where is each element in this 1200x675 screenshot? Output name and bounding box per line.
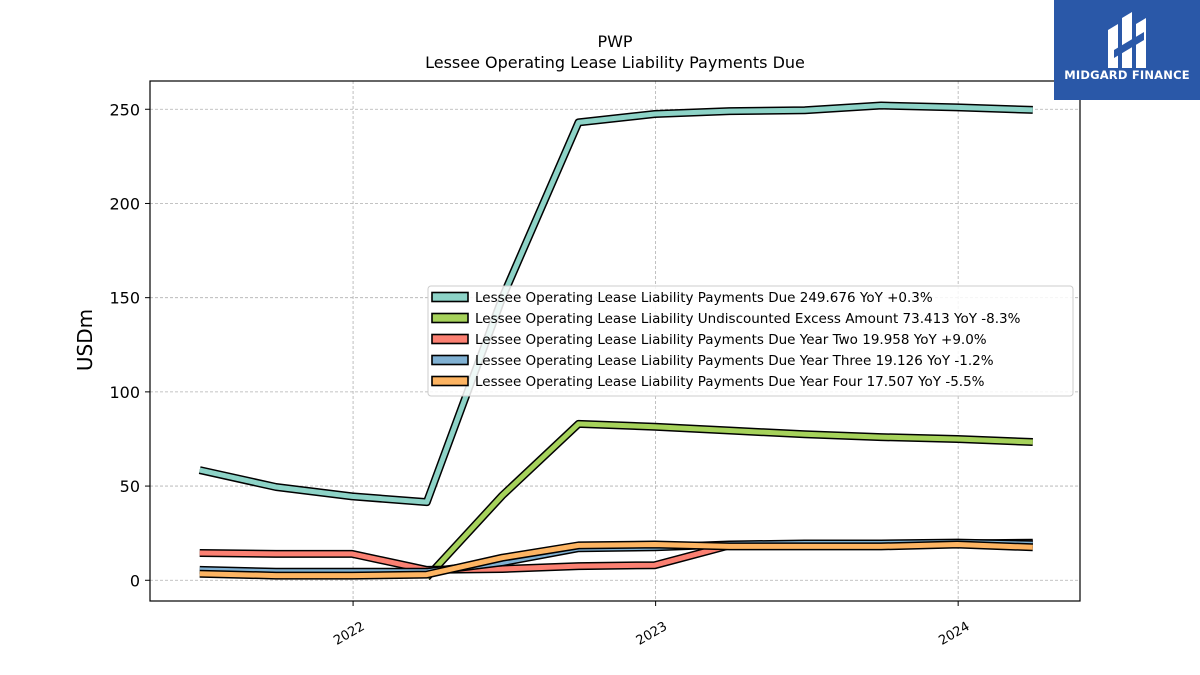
legend-swatch [431,375,469,387]
y-tick-label: 50 [120,477,140,496]
series-4 [199,540,1033,580]
brand-logo: MIDGARD FINANCE [1054,0,1200,100]
legend-item: Lessee Operating Lease Liability Payment… [431,353,994,369]
y-axis-label: USDm [73,309,97,371]
series-0 [198,101,1033,507]
y-tick-label: 100 [109,383,140,402]
legend-swatch [431,312,469,324]
legend-label: Lessee Operating Lease Liability Payment… [475,332,987,348]
midgard-logo-icon [1108,12,1146,68]
chart-title: PWP [597,32,632,51]
legend-item: Lessee Operating Lease Liability Payment… [431,374,985,390]
legend-item: Lessee Operating Lease Liability Payment… [431,332,987,348]
legend-label: Lessee Operating Lease Liability Payment… [475,374,985,390]
logo-text: MIDGARD FINANCE [1064,68,1190,82]
x-tick-label: 2024 [936,619,972,649]
series-lines [198,101,1033,581]
legend-label: Lessee Operating Lease Liability Payment… [475,353,994,369]
chart-subtitle: Lessee Operating Lease Liability Payment… [425,53,805,72]
legend-label: Lessee Operating Lease Liability Payment… [475,290,933,306]
plot-frame [149,80,1081,602]
legend-swatch [431,333,469,345]
series-line [199,542,1033,579]
legend-swatch [431,291,469,303]
y-tick-label: 150 [109,289,140,308]
legend-swatch [431,354,469,366]
y-tick-label: 200 [109,194,140,213]
y-tick-label: 250 [109,100,140,119]
series-line [424,421,1033,580]
legend-item: Lessee Operating Lease Liability Payment… [431,290,933,306]
x-tick-label: 2023 [634,619,670,649]
series-1 [423,419,1033,581]
legend-item: Lessee Operating Lease Liability Undisco… [431,311,1021,327]
series-line [199,103,1033,505]
legend-box [427,285,1074,397]
x-axis: 2022 2023 2024 [331,601,972,649]
legend: Lessee Operating Lease Liability Payment… [427,285,1074,397]
y-axis: 0 50 100 150 200 250 [109,100,150,590]
legend-label: Lessee Operating Lease Liability Undisco… [475,311,1021,327]
y-tick-label: 0 [130,571,140,590]
x-tick-label: 2022 [331,619,367,649]
